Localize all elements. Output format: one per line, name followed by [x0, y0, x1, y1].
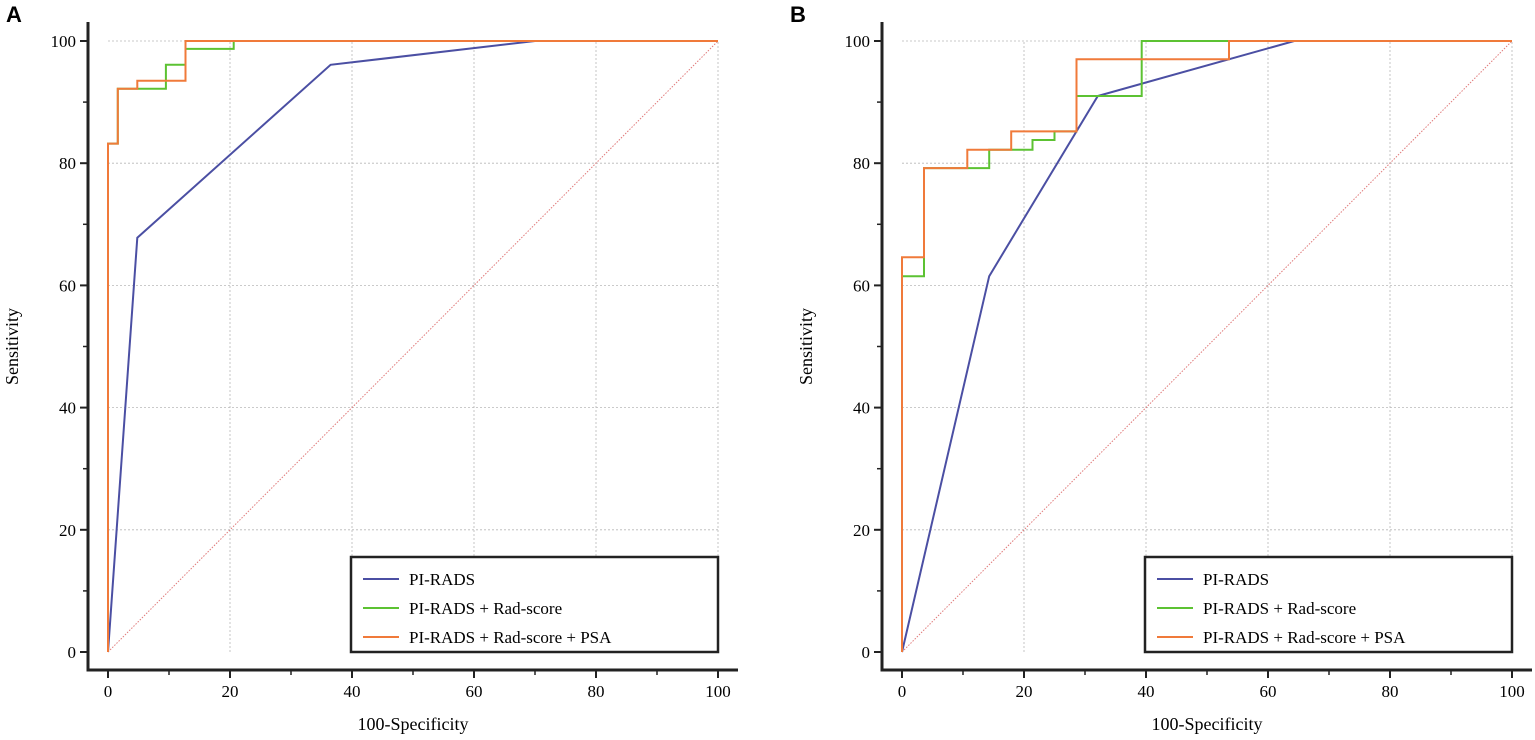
y-axis-title: Sensitivity	[2, 308, 22, 385]
y-axis-title: Sensitivity	[796, 308, 816, 385]
legend-label-1: PI-RADS	[1203, 570, 1269, 589]
y-tick-label: 60	[59, 276, 76, 295]
y-tick-label: 80	[59, 154, 76, 173]
panel-label-b: B	[790, 2, 806, 27]
legend: PI-RADS PI-RADS + Rad-score PI-RADS + Rad-…	[349, 555, 720, 654]
y-tick-label: 20	[853, 521, 870, 540]
x-tick-label: 40	[344, 682, 361, 701]
y-tick-label: 40	[853, 399, 870, 418]
axes: 0 20 40 60 80 100 0 20 40 60 80 100	[845, 22, 1532, 701]
y-tick-label: 20	[59, 521, 76, 540]
axes: 0 20 40 60 80 100 0 20 40 60 80 100	[51, 22, 738, 701]
roc-chart-b: 0 20 40 60 80 100 0 20 40 60 80 100 100-Specificity S…	[796, 22, 1532, 734]
x-tick-label: 80	[588, 682, 605, 701]
legend-label-3: PI-RADS + Rad-score + PSA	[409, 628, 612, 647]
x-tick-label: 0	[104, 682, 113, 701]
y-tick-label: 60	[853, 276, 870, 295]
series-line-3	[107, 40, 718, 652]
y-tick-label: 0	[862, 643, 871, 662]
x-tick-label: 40	[1138, 682, 1155, 701]
x-tick-label: 100	[1499, 682, 1525, 701]
y-tick-label: 40	[59, 399, 76, 418]
x-tick-label: 100	[705, 682, 731, 701]
x-axis-title: 100-Specificity	[358, 714, 469, 734]
roc-panel-b: B 0 20 40 60 80 100 0 20 40 60 80 100 100-Specificit…	[768, 0, 1535, 740]
x-tick-label: 60	[466, 682, 483, 701]
x-axis-title: 100-Specificity	[1152, 714, 1263, 734]
x-tick-label: 20	[1016, 682, 1033, 701]
legend-box	[1143, 555, 1514, 654]
y-tick-label: 0	[68, 643, 77, 662]
y-tick-label: 100	[845, 32, 871, 51]
legend-label-2: PI-RADS + Rad-score	[1203, 599, 1356, 618]
legend-box	[349, 555, 720, 654]
x-tick-label: 0	[898, 682, 907, 701]
legend: PI-RADS PI-RADS + Rad-score PI-RADS + Rad-…	[1143, 555, 1514, 654]
y-tick-label: 100	[51, 32, 77, 51]
series-line-3	[901, 40, 1512, 652]
legend-label-2: PI-RADS + Rad-score	[409, 599, 562, 618]
legend-label-1: PI-RADS	[409, 570, 475, 589]
x-tick-label: 60	[1260, 682, 1277, 701]
x-tick-label: 20	[222, 682, 239, 701]
roc-chart-a: 0 20 40 60 80 100 0 20 40 60 80 100 100-Specificity S…	[2, 22, 738, 734]
panel-label-a: A	[6, 2, 22, 27]
roc-panel-a: A 0 20 40 60 80 100 0 20 40 60 80 100 100-Specificit…	[0, 0, 767, 740]
x-tick-label: 80	[1382, 682, 1399, 701]
legend-label-3: PI-RADS + Rad-score + PSA	[1203, 628, 1406, 647]
y-tick-label: 80	[853, 154, 870, 173]
